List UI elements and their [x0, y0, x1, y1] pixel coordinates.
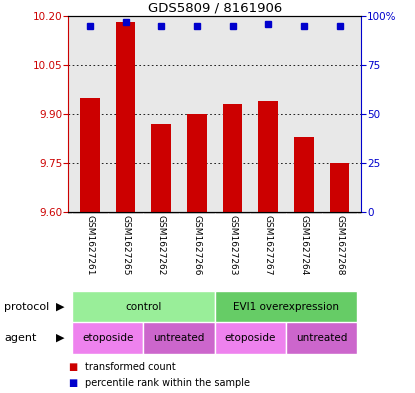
Text: ▶: ▶	[56, 333, 64, 343]
Bar	[144, 322, 215, 354]
Bar	[215, 291, 357, 322]
Text: control: control	[125, 301, 161, 312]
Text: GSM1627262: GSM1627262	[157, 215, 166, 276]
Bar	[80, 97, 100, 212]
Bar	[151, 124, 171, 212]
Bar	[259, 101, 278, 212]
Bar	[187, 114, 207, 212]
Bar	[223, 104, 242, 212]
Text: GSM1627264: GSM1627264	[300, 215, 308, 276]
Text: GSM1627263: GSM1627263	[228, 215, 237, 276]
Bar	[215, 322, 286, 354]
Text: protocol: protocol	[4, 301, 49, 312]
Text: ▶: ▶	[56, 301, 64, 312]
Text: ■: ■	[68, 378, 78, 388]
Text: untreated: untreated	[296, 333, 347, 343]
Bar	[72, 322, 144, 354]
Bar	[72, 291, 215, 322]
Bar	[116, 22, 135, 212]
Text: GSM1627261: GSM1627261	[85, 215, 94, 276]
Bar	[330, 163, 349, 212]
Title: GDS5809 / 8161906: GDS5809 / 8161906	[148, 2, 282, 15]
Text: EVI1 overexpression: EVI1 overexpression	[233, 301, 339, 312]
Text: ■: ■	[68, 362, 78, 373]
Text: GSM1627268: GSM1627268	[335, 215, 344, 276]
Text: GSM1627267: GSM1627267	[264, 215, 273, 276]
Bar	[286, 322, 357, 354]
Text: untreated: untreated	[154, 333, 205, 343]
Text: etoposide: etoposide	[225, 333, 276, 343]
Bar	[294, 137, 314, 212]
Text: etoposide: etoposide	[82, 333, 133, 343]
Text: GSM1627266: GSM1627266	[193, 215, 201, 276]
Text: agent: agent	[4, 333, 37, 343]
Text: transformed count: transformed count	[85, 362, 176, 373]
Text: percentile rank within the sample: percentile rank within the sample	[85, 378, 250, 388]
Text: GSM1627265: GSM1627265	[121, 215, 130, 276]
